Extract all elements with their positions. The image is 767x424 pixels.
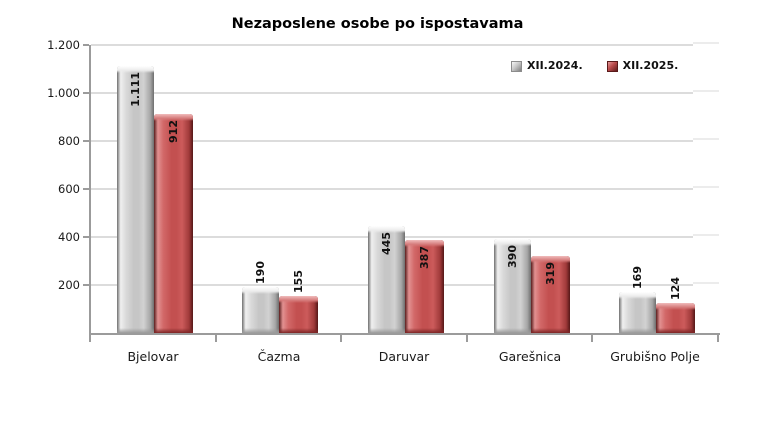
legend-marker-gray-icon (511, 60, 522, 72)
bar-value-label: 912 (167, 120, 180, 143)
bar-XII.2024.-Garešnica (494, 239, 531, 333)
y-axis-line (89, 45, 91, 341)
y-axis-tick (83, 92, 89, 94)
bar-value-label: 319 (544, 262, 557, 285)
chart-title: Nezaposlene osobe po ispostavama (231, 16, 524, 32)
x-axis-tick (591, 335, 593, 342)
legend-label-xii-2025: XII.2025. (622, 59, 679, 72)
bar-XII.2025.-Garešnica (531, 256, 570, 333)
y-axis-tick (83, 284, 89, 286)
bar-XII.2025.-Čazma (279, 296, 318, 333)
bar-XII.2025.-Bjelovar (154, 114, 193, 333)
bar-XII.2025.-Daruvar (405, 240, 444, 333)
x-axis-category-label: Garešnica (498, 349, 562, 364)
bar-value-label: 390 (506, 245, 519, 268)
gridline (91, 140, 693, 142)
gridline-right-segment (693, 138, 719, 140)
x-axis-category-label: Daruvar (378, 349, 430, 364)
x-axis-category-label: Bjelovar (127, 349, 179, 364)
gridline (91, 188, 693, 190)
x-axis-tick (717, 335, 719, 342)
legend-item-xii-2024: XII.2024. (511, 59, 583, 72)
gridline-right-segment (693, 282, 719, 284)
x-axis-line (89, 333, 720, 335)
bar-XII.2025.-Grubišno Polje (656, 303, 695, 333)
y-axis-tick (83, 236, 89, 238)
x-axis-category-label: Čazma (257, 349, 301, 364)
gridline-right-segment (693, 42, 719, 44)
y-axis-tick-label: 200 (58, 278, 80, 292)
bar-value-label: 124 (669, 277, 682, 300)
y-axis-tick-label: 1.000 (47, 86, 80, 100)
bar-value-label: 155 (292, 270, 305, 293)
bar-XII.2024.-Grubišno Polje (619, 292, 656, 333)
chart-legend: XII.2024. XII.2025. (511, 59, 678, 72)
bar-XII.2024.-Čazma (242, 287, 279, 333)
bar-value-label: 445 (380, 232, 393, 255)
x-axis-tick (340, 335, 342, 342)
bar-value-label: 387 (418, 246, 431, 269)
legend-label-xii-2024: XII.2024. (527, 59, 583, 72)
legend-marker-red-icon (606, 60, 618, 72)
bar-value-label: 1.111 (129, 72, 142, 107)
bar-XII.2024.-Bjelovar (117, 66, 154, 333)
y-axis-tick (83, 188, 89, 190)
x-axis-category-label: Grubišno Polje (610, 349, 700, 364)
y-axis-tick-label: 400 (58, 230, 80, 244)
y-axis-tick-label: 1.200 (47, 38, 80, 52)
legend-item-xii-2025: XII.2025. (606, 59, 679, 72)
x-axis-tick (215, 335, 217, 342)
y-axis-tick (83, 44, 89, 46)
bar-value-label: 190 (254, 261, 267, 284)
bar-value-label: 169 (631, 266, 644, 289)
y-axis-tick-label: 800 (58, 134, 80, 148)
gridline-right-segment (693, 90, 719, 92)
gridline (91, 92, 693, 94)
y-axis-tick-label: 600 (58, 182, 80, 196)
gridline-right-segment (693, 234, 719, 236)
gridline-right-segment (693, 186, 719, 188)
gridline (91, 44, 693, 46)
y-axis-tick (83, 140, 89, 142)
bar-XII.2024.-Daruvar (368, 226, 405, 333)
x-axis-tick (466, 335, 468, 342)
